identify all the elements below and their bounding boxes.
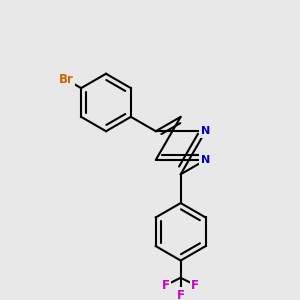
Text: F: F bbox=[191, 279, 199, 292]
Text: N: N bbox=[201, 155, 210, 165]
Text: F: F bbox=[162, 279, 170, 292]
Text: N: N bbox=[201, 126, 210, 136]
Text: F: F bbox=[177, 289, 184, 300]
Text: Br: Br bbox=[59, 73, 74, 86]
